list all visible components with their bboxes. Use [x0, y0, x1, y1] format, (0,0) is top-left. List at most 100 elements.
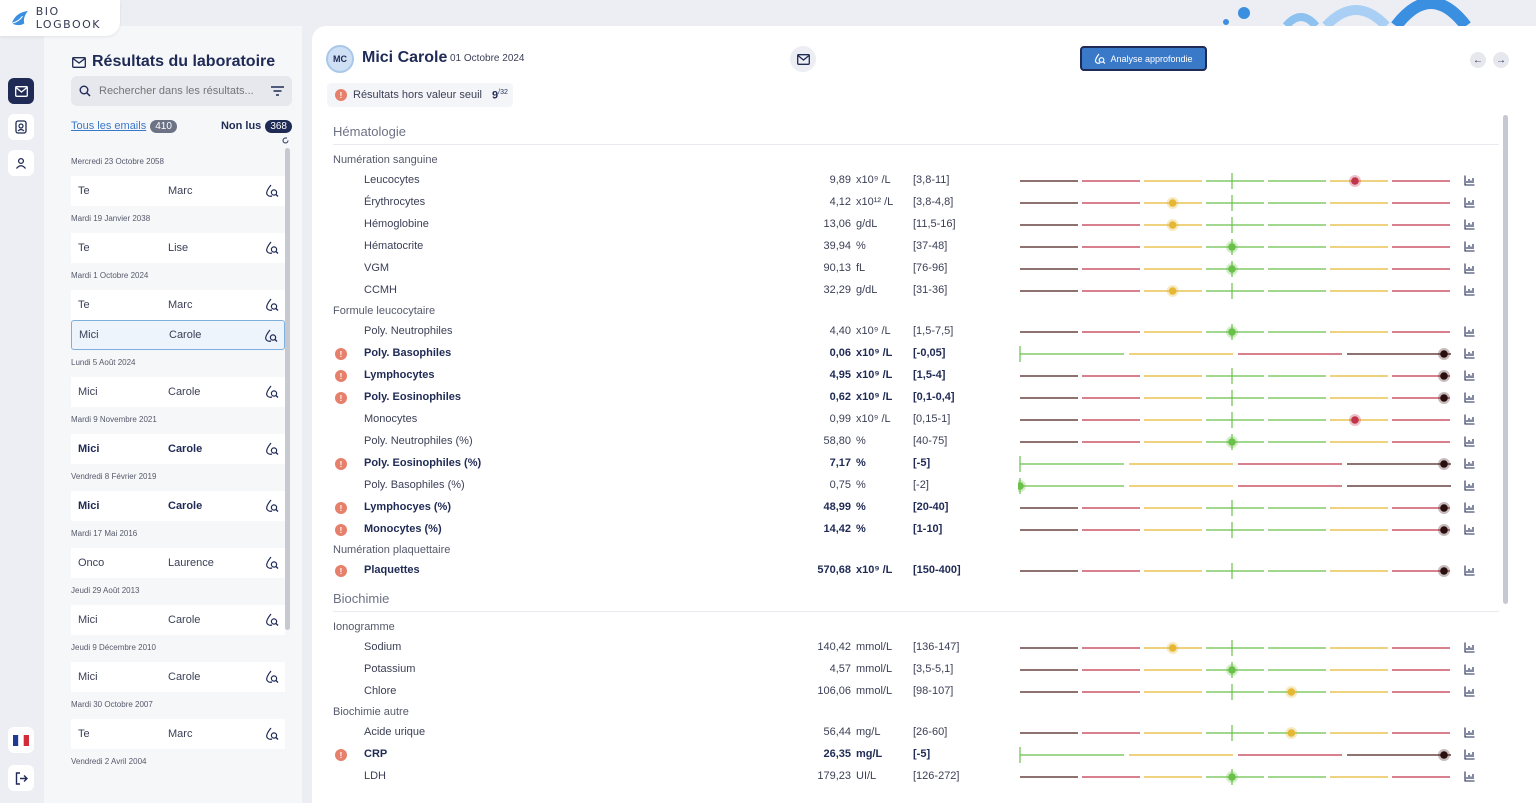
app-logo[interactable]: BIO LOGBOOK: [0, 0, 120, 36]
result-row[interactable]: Poly. Basophiles (%) 0,75% [-2]: [312, 475, 1536, 497]
trend-chart-icon[interactable]: [1464, 241, 1475, 252]
mail-list-scrollbar[interactable]: [285, 148, 290, 630]
mail-list-item[interactable]: Onco Laurence: [71, 548, 285, 578]
result-row[interactable]: Hématocrite 39,94% [37-48]: [312, 236, 1536, 258]
trend-chart-icon[interactable]: [1464, 285, 1475, 296]
result-reference-range: [26-60]: [913, 726, 948, 738]
result-row[interactable]: CCMH 32,29 g/dL [31-36]: [312, 280, 1536, 302]
unread-filter[interactable]: Non lus 368: [221, 119, 292, 133]
refresh-icon[interactable]: [282, 137, 289, 144]
trend-chart-icon[interactable]: [1464, 263, 1475, 274]
analyse-button[interactable]: Analyse approfondie: [1080, 46, 1207, 71]
mail-list-item[interactable]: Te Marc: [71, 290, 285, 320]
result-row[interactable]: Poly. Neutrophiles (%) 58,80% [40-75]: [312, 431, 1536, 453]
result-row[interactable]: Chlore 106,06 mmol/L [98-107]: [312, 681, 1536, 703]
result-row[interactable]: ! Poly. Eosinophiles 0,62 x10⁹ /L [0,1-0,4]: [312, 387, 1536, 409]
trend-chart-icon[interactable]: [1464, 664, 1475, 675]
drop-search-icon[interactable]: [265, 670, 279, 684]
all-emails-label: Tous les emails: [71, 119, 147, 132]
next-result-button[interactable]: →: [1493, 52, 1509, 68]
search-icon: [79, 85, 91, 97]
trend-chart-icon[interactable]: [1464, 326, 1475, 337]
mail-patient: Carole: [168, 671, 201, 683]
result-row[interactable]: Acide urique 56,44 mg/L [26-60]: [312, 722, 1536, 744]
result-row[interactable]: ! Poly. Basophiles 0,06 x10⁹ /L [-0,05]: [312, 343, 1536, 365]
result-row[interactable]: ! Poly. Eosinophiles (%) 7,17% [-5]: [312, 453, 1536, 475]
trend-chart-icon[interactable]: [1464, 458, 1475, 469]
mail-list-item[interactable]: Te Marc: [71, 176, 285, 206]
mail-sender: Mici: [78, 614, 98, 626]
trend-chart-icon[interactable]: [1464, 392, 1475, 403]
previous-result-button[interactable]: ←: [1470, 52, 1486, 68]
mail-list-item[interactable]: Te Lise: [71, 233, 285, 263]
result-row[interactable]: Potassium 4,57 mmol/L [3,5-5,1]: [312, 659, 1536, 681]
result-row[interactable]: ! Lymphocyes (%) 48,99% [20-40]: [312, 497, 1536, 519]
mail-list-item[interactable]: Mici Carole: [71, 320, 285, 350]
subsection-title: Numération plaquettaire: [333, 544, 451, 556]
trend-chart-icon[interactable]: [1464, 686, 1475, 697]
trend-chart-icon[interactable]: [1464, 749, 1475, 760]
result-row[interactable]: LDH 179,23 UI/L [126-272]: [312, 766, 1536, 788]
filter-icon[interactable]: [271, 86, 284, 96]
drop-search-icon[interactable]: [265, 385, 279, 399]
trend-chart-icon[interactable]: [1464, 502, 1475, 513]
mail-list-item[interactable]: Mici Carole: [71, 377, 285, 407]
drop-search-icon[interactable]: [265, 613, 279, 627]
drop-search-icon[interactable]: [265, 184, 279, 198]
gauge-marker: [1228, 265, 1236, 273]
trend-chart-icon[interactable]: [1464, 727, 1475, 738]
results-scrollbar[interactable]: [1503, 115, 1508, 604]
result-gauge: [1020, 217, 1450, 233]
drop-search-icon[interactable]: [265, 298, 279, 312]
trend-chart-icon[interactable]: [1464, 414, 1475, 425]
all-emails-filter[interactable]: Tous les emails 410: [71, 119, 177, 133]
result-row[interactable]: Érythrocytes 4,12 x10¹² /L [3,8-4,8]: [312, 192, 1536, 214]
result-row[interactable]: Hémoglobine 13,06 g/dL [11,5-16]: [312, 214, 1536, 236]
result-row[interactable]: Sodium 140,42 mmol/L [136-147]: [312, 637, 1536, 659]
gauge-marker: [1228, 773, 1236, 781]
mail-list-item[interactable]: Mici Carole: [71, 662, 285, 692]
trend-chart-icon[interactable]: [1464, 642, 1475, 653]
trend-chart-icon[interactable]: [1464, 436, 1475, 447]
results-view: MC Mici Carole 01 Octobre 2024 Analyse a…: [312, 26, 1536, 803]
trend-chart-icon[interactable]: [1464, 219, 1475, 230]
drop-search-icon[interactable]: [265, 727, 279, 741]
result-row[interactable]: Monocytes 0,99 x10⁹ /L [0,15-1]: [312, 409, 1536, 431]
drop-search-icon[interactable]: [265, 241, 279, 255]
drop-search-icon[interactable]: [265, 442, 279, 456]
result-row[interactable]: Poly. Neutrophiles 4,40 x10⁹ /L [1,5-7,5]: [312, 321, 1536, 343]
result-row[interactable]: ! CRP 26,35 mg/L [-5]: [312, 744, 1536, 766]
trend-chart-icon[interactable]: [1464, 771, 1475, 782]
drop-search-icon[interactable]: [265, 556, 279, 570]
subsection-title: Numération sanguine: [333, 154, 438, 166]
trend-chart-icon[interactable]: [1464, 348, 1475, 359]
rail-contacts-button[interactable]: [8, 114, 34, 140]
rail-profile-button[interactable]: [8, 150, 34, 176]
reply-mail-button[interactable]: [790, 46, 816, 72]
language-button[interactable]: [8, 727, 34, 753]
trend-chart-icon[interactable]: [1464, 197, 1475, 208]
trend-chart-icon[interactable]: [1464, 524, 1475, 535]
result-row[interactable]: ! Plaquettes 570,68 x10⁹ /L [150-400]: [312, 560, 1536, 582]
trend-chart-icon[interactable]: [1464, 565, 1475, 576]
mail-icon: [14, 85, 28, 97]
mail-list-item[interactable]: Mici Carole: [71, 605, 285, 635]
mail-list-item[interactable]: Mici Carole: [71, 434, 285, 464]
result-label: Monocytes (%): [364, 523, 442, 535]
subsection-title: Formule leucocytaire: [333, 305, 436, 317]
trend-chart-icon[interactable]: [1464, 370, 1475, 381]
logout-button[interactable]: [8, 765, 34, 791]
trend-chart-icon[interactable]: [1464, 175, 1475, 186]
result-row[interactable]: VGM 90,13 fL [76-96]: [312, 258, 1536, 280]
trend-chart-icon[interactable]: [1464, 480, 1475, 491]
result-row[interactable]: ! Monocytes (%) 14,42% [1-10]: [312, 519, 1536, 541]
mail-list-item[interactable]: Te Marc: [71, 719, 285, 749]
result-row[interactable]: ! Lymphocytes 4,95 x10⁹ /L [1,5-4]: [312, 365, 1536, 387]
result-value: 4,40: [829, 325, 851, 337]
result-row[interactable]: Leucocytes 9,89 x10⁹ /L [3,8-11]: [312, 170, 1536, 192]
mail-list-item[interactable]: Mici Carole: [71, 491, 285, 521]
drop-search-icon[interactable]: [265, 499, 279, 513]
rail-mail-button[interactable]: [8, 78, 34, 104]
drop-search-icon[interactable]: [264, 329, 278, 343]
search-input[interactable]: [99, 85, 271, 97]
